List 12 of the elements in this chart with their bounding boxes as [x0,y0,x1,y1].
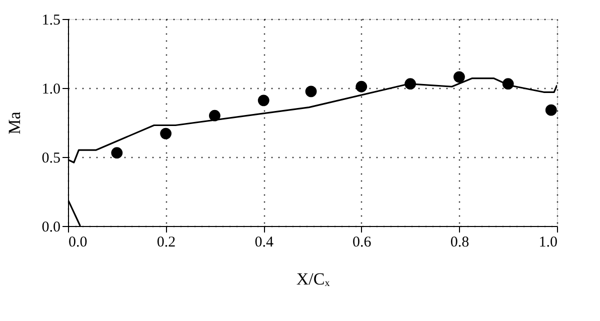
y-tick-label: 1.0 [42,82,60,98]
y-tick-label: 0.0 [42,220,60,236]
x-tick-label: 0.0 [68,234,88,250]
x-axis-title: X/Cₓ [296,270,330,288]
x-tick-label: 0.6 [352,234,372,250]
x-tick-label: 0.4 [254,234,274,250]
y-tick-label: 0.5 [42,150,60,166]
x-tick-label: 0.8 [450,234,470,250]
y-tick-label: 1.5 [42,12,60,28]
x-tick-label: 1.0 [538,234,558,250]
y-axis-title: Ma [4,111,24,134]
x-tick-label: 0.2 [156,234,176,250]
